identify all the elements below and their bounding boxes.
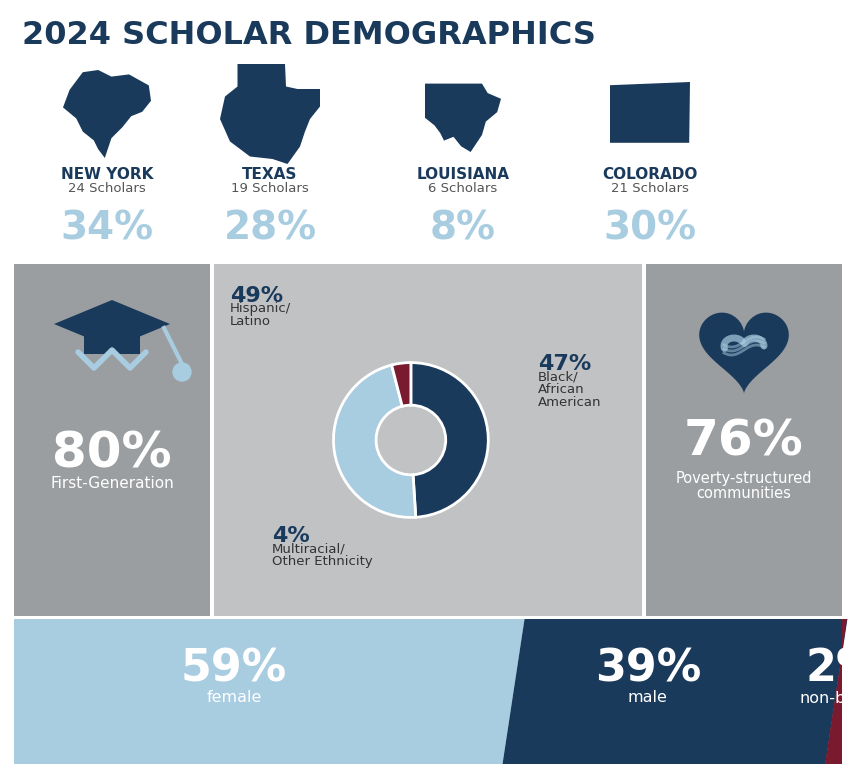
Polygon shape	[610, 82, 690, 142]
Text: 76%: 76%	[684, 418, 804, 466]
Polygon shape	[502, 619, 847, 764]
Text: 28%: 28%	[223, 209, 317, 247]
Text: 49%: 49%	[230, 286, 283, 306]
Text: African: African	[538, 383, 585, 396]
Text: male: male	[628, 690, 668, 705]
FancyBboxPatch shape	[646, 264, 842, 616]
Text: 80%: 80%	[52, 430, 172, 478]
Text: Other Ethnicity: Other Ethnicity	[272, 555, 372, 568]
Text: Black/: Black/	[538, 370, 579, 383]
Text: 21 Scholars: 21 Scholars	[611, 182, 689, 195]
Wedge shape	[334, 365, 416, 517]
Text: 2%: 2%	[805, 648, 856, 690]
Text: 24 Scholars: 24 Scholars	[68, 182, 146, 195]
Text: female: female	[206, 690, 262, 705]
FancyBboxPatch shape	[214, 264, 642, 616]
Polygon shape	[699, 313, 788, 394]
Text: 30%: 30%	[603, 209, 697, 247]
Wedge shape	[392, 362, 411, 406]
Text: 59%: 59%	[181, 648, 287, 690]
Text: American: American	[538, 396, 602, 409]
Text: LOUISIANA: LOUISIANA	[417, 167, 509, 182]
Text: 8%: 8%	[430, 209, 496, 247]
Text: 6 Scholars: 6 Scholars	[428, 182, 497, 195]
Text: 2024 SCHOLAR DEMOGRAPHICS: 2024 SCHOLAR DEMOGRAPHICS	[22, 20, 596, 51]
Text: 4%: 4%	[272, 526, 310, 546]
Polygon shape	[425, 84, 501, 152]
Circle shape	[173, 363, 191, 381]
Text: Poverty-structured: Poverty-structured	[675, 471, 812, 487]
Text: First-Generation: First-Generation	[51, 475, 174, 491]
Text: 39%: 39%	[595, 648, 701, 690]
Text: 47%: 47%	[538, 354, 591, 374]
Text: non-binary: non-binary	[800, 690, 856, 705]
Text: Multiracial/: Multiracial/	[272, 542, 346, 555]
Text: COLORADO: COLORADO	[603, 167, 698, 182]
FancyBboxPatch shape	[84, 322, 140, 354]
Text: TEXAS: TEXAS	[242, 167, 298, 182]
Text: Latino: Latino	[230, 315, 271, 328]
Text: 34%: 34%	[61, 209, 153, 247]
Wedge shape	[411, 362, 488, 517]
Polygon shape	[54, 300, 170, 348]
Text: communities: communities	[697, 485, 792, 501]
Text: 19 Scholars: 19 Scholars	[231, 182, 309, 195]
Polygon shape	[825, 619, 847, 764]
Polygon shape	[14, 619, 525, 764]
Text: Hispanic/: Hispanic/	[230, 302, 291, 315]
FancyBboxPatch shape	[14, 264, 210, 616]
Polygon shape	[220, 64, 320, 164]
Polygon shape	[63, 70, 151, 158]
Text: NEW YORK: NEW YORK	[61, 167, 153, 182]
